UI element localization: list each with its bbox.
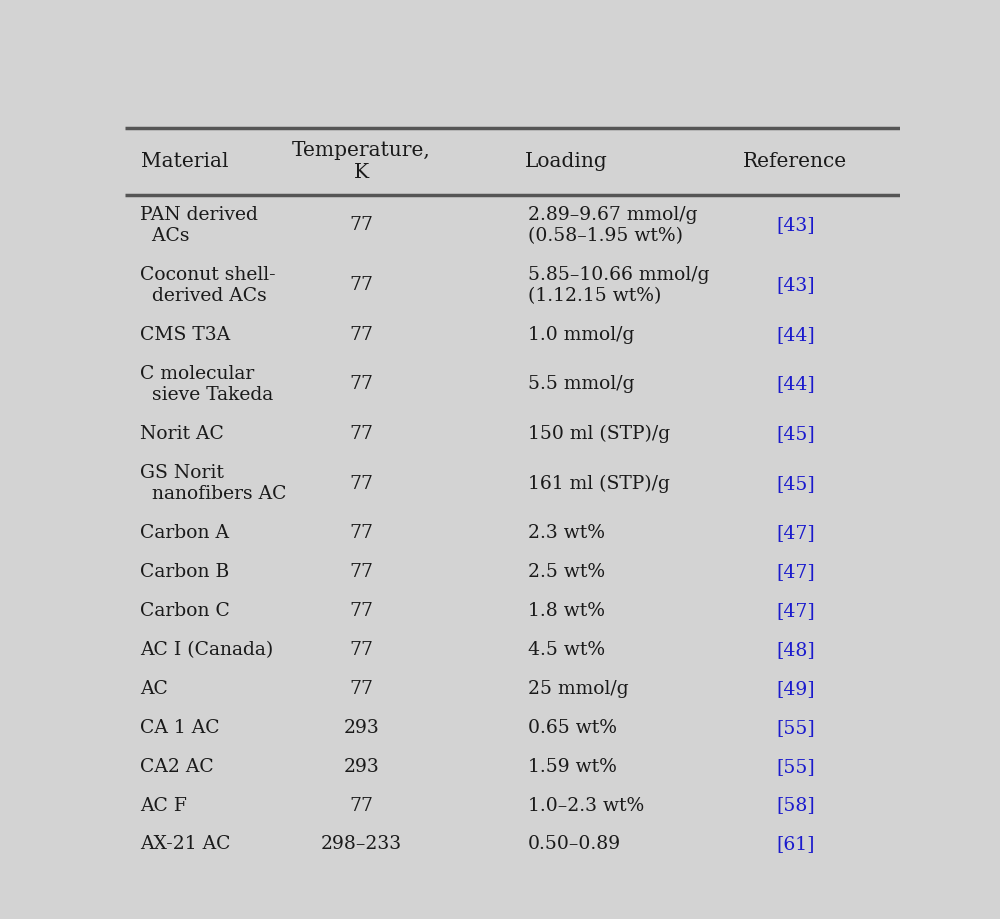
Text: Temperature,
K: Temperature, K (292, 142, 431, 182)
Text: [55]: [55] (776, 719, 815, 737)
Text: AC I (Canada): AC I (Canada) (140, 641, 274, 659)
Text: 0.50–0.89: 0.50–0.89 (528, 835, 621, 854)
Text: [43]: [43] (776, 277, 815, 294)
Text: [49]: [49] (776, 680, 815, 698)
Text: 2.5 wt%: 2.5 wt% (528, 563, 605, 581)
Text: 77: 77 (349, 602, 373, 620)
Text: C molecular
  sieve Takeda: C molecular sieve Takeda (140, 365, 274, 403)
Text: 77: 77 (349, 277, 373, 294)
Text: 77: 77 (349, 563, 373, 581)
Text: CA 1 AC: CA 1 AC (140, 719, 220, 737)
Text: Carbon C: Carbon C (140, 602, 230, 620)
Text: 150 ml (STP)/g: 150 ml (STP)/g (528, 425, 670, 443)
Text: [43]: [43] (776, 216, 815, 234)
Text: [45]: [45] (776, 474, 815, 493)
Text: 4.5 wt%: 4.5 wt% (528, 641, 605, 659)
Text: AC F: AC F (140, 797, 187, 814)
Text: PAN derived
  ACs: PAN derived ACs (140, 206, 258, 244)
Text: 77: 77 (349, 425, 373, 443)
Text: 77: 77 (349, 216, 373, 234)
Text: 77: 77 (349, 376, 373, 393)
Text: 25 mmol/g: 25 mmol/g (528, 680, 629, 698)
Text: AC: AC (140, 680, 168, 698)
Text: 5.85–10.66 mmol/g
(1.12.15 wt%): 5.85–10.66 mmol/g (1.12.15 wt%) (528, 266, 710, 305)
Text: AX-21 AC: AX-21 AC (140, 835, 231, 854)
Text: 293: 293 (344, 757, 379, 776)
Text: Reference: Reference (743, 152, 847, 171)
Text: 2.89–9.67 mmol/g
(0.58–1.95 wt%): 2.89–9.67 mmol/g (0.58–1.95 wt%) (528, 206, 698, 244)
Text: Coconut shell-
  derived ACs: Coconut shell- derived ACs (140, 266, 276, 305)
Text: 1.8 wt%: 1.8 wt% (528, 602, 605, 620)
Text: [44]: [44] (776, 326, 815, 344)
Text: 77: 77 (349, 326, 373, 344)
Text: 77: 77 (349, 474, 373, 493)
Text: [58]: [58] (776, 797, 815, 814)
Text: 77: 77 (349, 641, 373, 659)
Text: 293: 293 (344, 719, 379, 737)
Text: [44]: [44] (776, 376, 815, 393)
Text: [47]: [47] (776, 524, 815, 542)
Text: [55]: [55] (776, 757, 815, 776)
Text: CMS T3A: CMS T3A (140, 326, 231, 344)
Text: 298–233: 298–233 (321, 835, 402, 854)
Text: [47]: [47] (776, 563, 815, 581)
Text: [45]: [45] (776, 425, 815, 443)
Text: 77: 77 (349, 680, 373, 698)
Text: [61]: [61] (776, 835, 815, 854)
Text: 5.5 mmol/g: 5.5 mmol/g (528, 376, 635, 393)
Text: 1.0 mmol/g: 1.0 mmol/g (528, 326, 634, 344)
Text: 77: 77 (349, 797, 373, 814)
Text: 77: 77 (349, 524, 373, 542)
Text: 161 ml (STP)/g: 161 ml (STP)/g (528, 474, 670, 493)
Text: Carbon A: Carbon A (140, 524, 230, 542)
Text: 1.59 wt%: 1.59 wt% (528, 757, 617, 776)
Text: [48]: [48] (776, 641, 815, 659)
Text: CA2 AC: CA2 AC (140, 757, 214, 776)
Text: Norit AC: Norit AC (140, 425, 224, 443)
Text: Material: Material (140, 152, 228, 171)
Text: Carbon B: Carbon B (140, 563, 230, 581)
Text: 1.0–2.3 wt%: 1.0–2.3 wt% (528, 797, 644, 814)
Text: [47]: [47] (776, 602, 815, 620)
Text: GS Norit
  nanofibers AC: GS Norit nanofibers AC (140, 464, 287, 503)
Text: 2.3 wt%: 2.3 wt% (528, 524, 605, 542)
Text: 0.65 wt%: 0.65 wt% (528, 719, 617, 737)
Text: Loading: Loading (525, 152, 608, 171)
